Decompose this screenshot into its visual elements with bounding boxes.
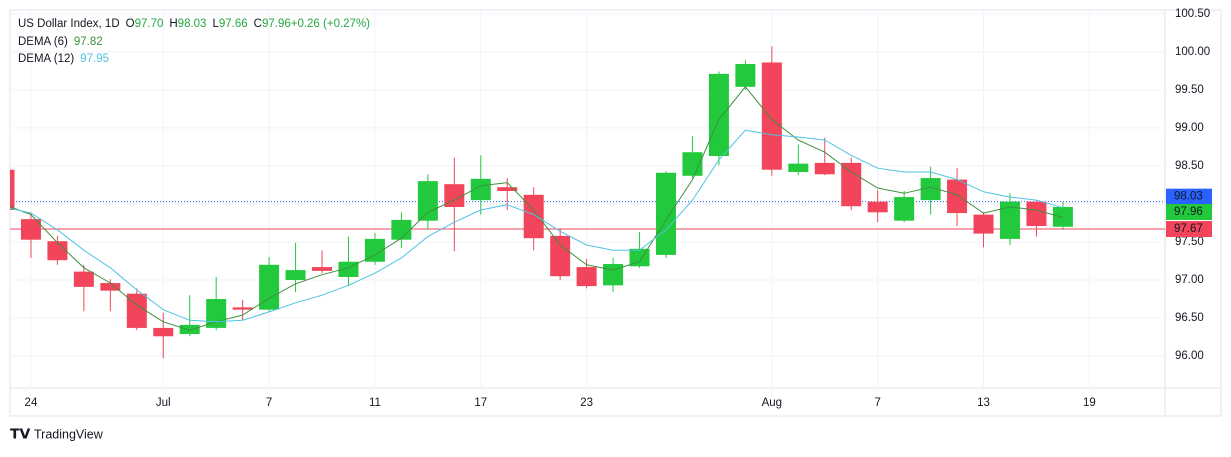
candle-body: [814, 162, 835, 175]
grid: [10, 10, 1165, 388]
x-tick-label: 13: [977, 397, 990, 409]
candle-body: [100, 283, 121, 291]
candle-body: [867, 201, 888, 213]
x-tick-label: 11: [369, 397, 381, 409]
y-tick-label: 99.50: [1175, 84, 1204, 96]
x-tick-label: 23: [580, 397, 593, 409]
candle-body: [10, 169, 15, 211]
x-tick-label: Jul: [156, 397, 171, 409]
x-tick-label: Aug: [762, 397, 782, 409]
price-label-bg: [1166, 203, 1212, 220]
candle-body: [523, 194, 544, 239]
candle-body: [576, 267, 597, 287]
price-label-bg: [1166, 188, 1212, 205]
candle-body: [973, 214, 994, 234]
price-label: 97.67: [1174, 223, 1203, 235]
header-label: O: [126, 18, 135, 30]
candle-body: [603, 264, 624, 286]
candle-body: [73, 271, 94, 287]
candle-body: [364, 238, 385, 262]
candle-body: [20, 219, 41, 240]
x-tick-label: 7: [266, 397, 272, 409]
candle-body: [708, 73, 729, 157]
x-tick-label: 17: [474, 397, 487, 409]
legend-entry: DEMA (6) 97.82: [18, 36, 103, 48]
y-tick-label: 96.00: [1175, 350, 1204, 362]
legend-entry: DEMA (12) 97.95: [18, 53, 109, 65]
y-tick-label: 100.50: [1175, 8, 1210, 20]
axes: 96.0096.5097.0097.5098.0098.5099.0099.50…: [25, 8, 1212, 409]
legend-value: 97.95: [80, 53, 109, 65]
candle-body: [285, 270, 306, 280]
y-tick-label: 99.00: [1175, 122, 1204, 134]
candle-body: [1052, 206, 1073, 227]
candle-body: [920, 178, 941, 201]
header-label: C: [254, 18, 262, 30]
header-value: 97.66: [219, 18, 248, 30]
header-value: 97.96: [262, 18, 291, 30]
candle-body: [126, 293, 147, 328]
brand-name: TradingView: [34, 427, 104, 441]
header-label: H: [169, 18, 177, 30]
header-value: +0.26 (+0.27%): [291, 18, 370, 30]
candle-body: [444, 184, 465, 207]
candle-body: [682, 152, 703, 176]
brand-logo: 𝗧𝗩: [10, 426, 31, 442]
indicator-line: [10, 129, 1064, 323]
candle-body: [153, 327, 174, 337]
legend-name: DEMA (12): [18, 53, 74, 65]
candle-body: [312, 267, 333, 271]
y-tick-label: 96.50: [1175, 312, 1204, 324]
y-tick-label: 97.00: [1175, 274, 1204, 286]
y-tick-label: 100.00: [1175, 46, 1210, 58]
plot: [10, 46, 1165, 359]
title: US Dollar Index, 1D: [18, 18, 120, 30]
price-label: 98.03: [1174, 191, 1203, 203]
candle-body: [1026, 201, 1047, 226]
x-tick-label: 24: [25, 397, 38, 409]
candle-body: [735, 64, 756, 87]
candle-body: [179, 324, 200, 334]
candle-body: [894, 197, 915, 221]
indicator-line: [10, 86, 1064, 331]
x-tick-label: 7: [874, 397, 880, 409]
header-label: L: [212, 18, 219, 30]
header-value: 98.03: [178, 18, 207, 30]
candle-body: [47, 241, 68, 261]
y-tick-label: 97.50: [1175, 236, 1204, 248]
candle-body: [841, 162, 862, 207]
legend-name: DEMA (6): [18, 36, 68, 48]
x-tick-label: 19: [1083, 397, 1096, 409]
legend-value: 97.82: [74, 36, 103, 48]
header-value: 97.70: [135, 18, 164, 30]
candle-body: [470, 178, 491, 201]
price-label: 97.96: [1174, 206, 1203, 218]
header: US Dollar Index, 1D O97.70 H98.03 L97.66 C97…: [18, 18, 370, 30]
brand: 𝗧𝗩 TradingView: [10, 426, 104, 442]
candle-body: [391, 219, 412, 240]
candle-body: [417, 181, 438, 221]
candle-body: [788, 163, 809, 172]
candle-body: [497, 187, 518, 192]
frame: [9, 9, 1222, 417]
candle-body: [259, 264, 280, 310]
candle-body: [947, 179, 968, 214]
candle-body: [999, 201, 1020, 239]
candle-body: [232, 307, 253, 310]
price-label-bg: [1166, 221, 1212, 238]
y-tick-label: 98.50: [1175, 160, 1204, 172]
candle-body: [761, 62, 782, 170]
candle-body: [550, 235, 571, 277]
candle-body: [656, 172, 676, 255]
